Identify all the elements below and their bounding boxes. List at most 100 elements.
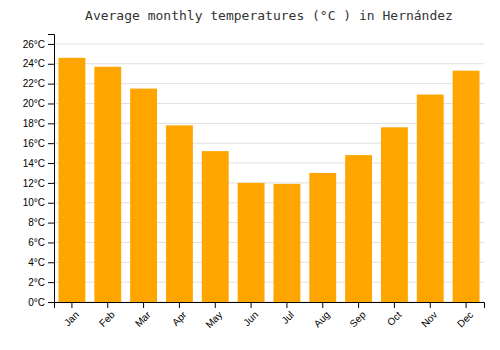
tick: Feb xyxy=(97,302,117,329)
tick-mark xyxy=(48,242,54,243)
bar xyxy=(273,184,300,302)
bar xyxy=(166,125,193,302)
axis-line xyxy=(48,35,55,303)
tick-mark xyxy=(48,262,54,263)
tick: 22°C xyxy=(23,78,54,89)
bar xyxy=(453,71,480,302)
tick-mark xyxy=(71,302,72,308)
tick-label: 2°C xyxy=(28,277,45,288)
tick-mark xyxy=(179,302,180,308)
axis-line xyxy=(55,303,485,309)
bar xyxy=(94,67,121,302)
tick-mark xyxy=(48,64,54,65)
bar xyxy=(202,151,229,302)
tick: 16°C xyxy=(23,138,54,149)
tick-mark xyxy=(48,282,54,283)
tick-mark xyxy=(48,123,54,124)
tick-mark xyxy=(215,302,216,308)
grid-line xyxy=(54,43,484,44)
tick-label: 20°C xyxy=(23,98,45,109)
tick-label: Dec xyxy=(455,309,475,329)
tick-mark xyxy=(394,302,395,308)
tick: 12°C xyxy=(23,178,54,189)
tick: May xyxy=(203,302,224,330)
tick-label: 16°C xyxy=(23,138,45,149)
tick: Jan xyxy=(62,302,81,328)
tick-mark xyxy=(48,223,54,224)
tick-mark xyxy=(430,302,431,308)
chart: 0°C 2°C 4°C 6°C 8°C 10°C 12°C 14°C 16°C 18°C 20°C 2… xyxy=(0,0,500,350)
tick: 24°C xyxy=(23,58,54,69)
tick: 8°C xyxy=(28,217,54,228)
tick-label: Oct xyxy=(385,309,404,328)
tick-label: Sep xyxy=(347,309,368,330)
y-axis: 0°C 2°C 4°C 6°C 8°C 10°C 12°C 14°C 16°C 18°C 20°C 2… xyxy=(23,35,55,308)
tick: 6°C xyxy=(28,237,54,248)
grid xyxy=(54,44,484,302)
bar xyxy=(309,173,336,302)
tick-label: 18°C xyxy=(23,118,45,129)
tick-mark xyxy=(251,302,252,308)
tick: 4°C xyxy=(28,257,54,268)
tick: 20°C xyxy=(23,98,54,109)
tick: Nov xyxy=(419,302,439,329)
tick: Mar xyxy=(133,302,153,329)
tick-label: 26°C xyxy=(23,39,45,50)
tick-mark xyxy=(48,44,54,45)
tick-label: 22°C xyxy=(23,78,45,89)
tick-mark xyxy=(286,302,287,308)
tick: Jul xyxy=(279,302,296,326)
tick: Dec xyxy=(455,302,475,329)
tick: 0°C xyxy=(28,297,54,308)
tick-mark xyxy=(107,302,108,308)
tick-label: Mar xyxy=(133,309,153,329)
tick-label: 14°C xyxy=(23,158,45,169)
tick-mark xyxy=(48,84,54,85)
tick-mark xyxy=(48,163,54,164)
tick-label: 10°C xyxy=(23,197,45,208)
tick-mark xyxy=(48,183,54,184)
tick-mark xyxy=(48,143,54,144)
tick-mark xyxy=(322,302,323,308)
tick-label: Feb xyxy=(97,309,117,329)
tick-mark xyxy=(358,302,359,308)
tick-mark xyxy=(48,302,54,303)
tick: 2°C xyxy=(28,277,54,288)
bar xyxy=(417,95,444,302)
tick-mark xyxy=(143,302,144,308)
tick-label: Jan xyxy=(62,309,81,328)
tick-label: Aug xyxy=(312,309,332,329)
bar xyxy=(345,155,372,302)
bar xyxy=(381,127,408,302)
tick-label: 4°C xyxy=(28,257,45,268)
tick: Apr xyxy=(170,302,189,328)
bars xyxy=(58,58,479,302)
tick-label: Apr xyxy=(170,309,189,328)
tick-label: 0°C xyxy=(28,297,45,308)
tick: 26°C xyxy=(23,39,54,50)
tick: Sep xyxy=(347,302,368,329)
tick: 14°C xyxy=(23,158,54,169)
tick-mark xyxy=(48,103,54,104)
bar xyxy=(58,58,85,302)
tick-mark xyxy=(48,203,54,204)
tick: Jun xyxy=(241,302,260,328)
tick-label: 24°C xyxy=(23,58,45,69)
tick: Oct xyxy=(385,302,404,328)
tick-label: Jul xyxy=(279,309,296,326)
title: Average monthly temperatures (°C ) in He… xyxy=(85,8,453,23)
tick-label: 8°C xyxy=(28,217,45,228)
tick-label: 6°C xyxy=(28,237,45,248)
tick-label: May xyxy=(203,309,224,330)
tick: 10°C xyxy=(23,197,54,208)
grid-line xyxy=(54,63,484,64)
tick-label: Jun xyxy=(241,309,260,328)
tick-mark xyxy=(466,302,467,308)
bar xyxy=(130,89,157,302)
bar xyxy=(238,183,265,302)
tick: 18°C xyxy=(23,118,54,129)
x-axis: Jan Feb Mar Apr May Jun Jul Aug Sep Oct Nov Dec xyxy=(55,302,485,330)
tick-label: Nov xyxy=(419,309,439,329)
tick-label: 12°C xyxy=(23,178,45,189)
plot: 0°C 2°C 4°C 6°C 8°C 10°C 12°C 14°C 16°C 18°C 20°C 2… xyxy=(23,35,485,331)
